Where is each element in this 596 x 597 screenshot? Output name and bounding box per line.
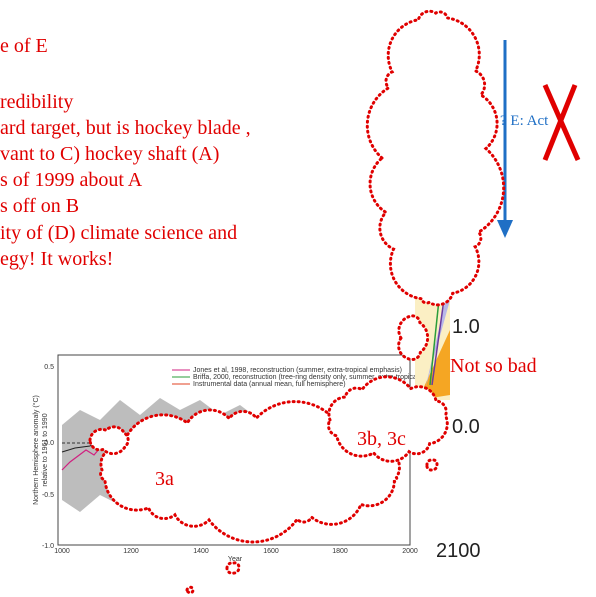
- y-tick-label: -0.5: [42, 492, 54, 499]
- y-label: relative to 1961 to 1990: [42, 413, 49, 486]
- slide-line: ity of (D) climate science and: [0, 222, 237, 244]
- arrow-label: ? E: Act: [500, 113, 549, 129]
- cloud: [327, 375, 449, 463]
- slide-line: ard target, but is hockey blade ,: [0, 117, 251, 139]
- x-tick-label: 1800: [332, 548, 348, 555]
- x-tick-label: 1200: [123, 548, 139, 555]
- slide-line: redibility: [0, 91, 73, 113]
- y-tick-label: -1.0: [42, 543, 54, 550]
- x-tick-label: 1000: [54, 548, 70, 555]
- legend-entry: Briffa, 2000, reconstruction (tree-ring …: [193, 374, 421, 381]
- x-tick-label: 1400: [193, 548, 209, 555]
- cloud: [397, 314, 430, 362]
- slide-line: vant to C) hockey shaft (A): [0, 143, 219, 165]
- scale-label: 0.0: [452, 416, 480, 438]
- x-tick-label: 1600: [263, 548, 279, 555]
- cloud: [99, 400, 401, 544]
- slide-line: s of 1999 about A: [0, 169, 143, 191]
- note: Not so bad: [450, 355, 537, 377]
- slide-line: s off on B: [0, 195, 79, 217]
- cloud: [225, 561, 241, 575]
- scale-label: 1.0: [452, 316, 480, 338]
- slide-line: egy! It works!: [0, 248, 113, 270]
- year-label: 2100: [436, 540, 481, 562]
- cloud: [365, 9, 506, 307]
- y-label: Northern Hemisphere anomaly (°C): [32, 395, 40, 505]
- x-tick-label: 2000: [402, 548, 418, 555]
- jones-line: [61, 447, 101, 471]
- y-tick-label: 0.5: [44, 364, 54, 371]
- cloud: [88, 425, 130, 456]
- arrow-head: [497, 220, 513, 238]
- legend-entry: Jones et al, 1998, reconstruction (summe…: [193, 367, 402, 374]
- cross: [542, 84, 578, 161]
- x-label: Year: [228, 556, 243, 563]
- y-tick-label: 0.0: [44, 440, 54, 447]
- cloud-label: 3a: [155, 468, 174, 490]
- cloud: [185, 585, 195, 595]
- cloud-label: 3b, 3c: [357, 428, 406, 450]
- slide-line: e of E: [0, 35, 48, 57]
- legend-entry: Instrumental data (annual mean, full hem…: [193, 381, 346, 388]
- cloud: [425, 458, 439, 472]
